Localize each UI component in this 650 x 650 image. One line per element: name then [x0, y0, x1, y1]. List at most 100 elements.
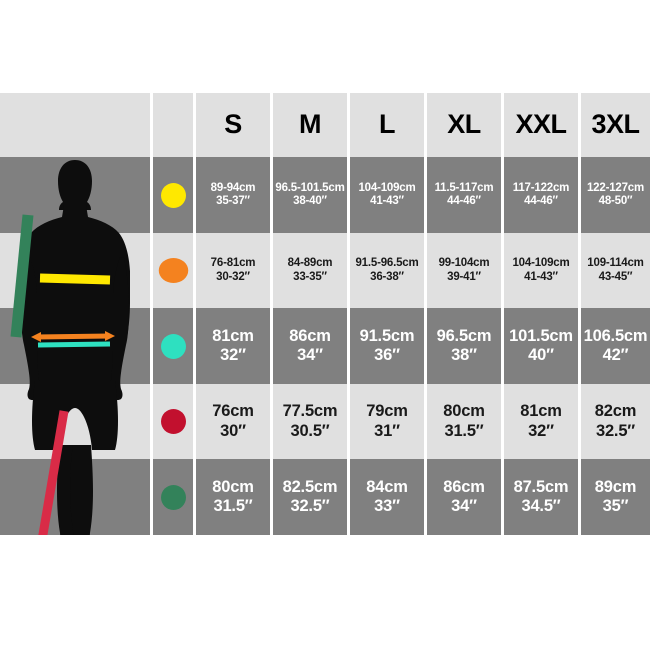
- value-cm: 82.5cm: [282, 477, 338, 496]
- value-inch: 38-40″: [293, 195, 327, 207]
- value-cm: 84-89cm: [287, 257, 333, 270]
- table-cell: 76-81cm 30-32″: [196, 233, 270, 308]
- value-cm: 87.5cm: [513, 477, 569, 496]
- column-header-s: S: [196, 93, 270, 157]
- table-cell: 96.5cm 38″: [427, 308, 501, 384]
- value-cm: 122-127cm: [586, 181, 645, 194]
- value-cm: 96.5cm: [436, 326, 492, 345]
- table-cell: 86cm 34″: [427, 459, 501, 535]
- table-cell: 101.5cm 40″: [504, 308, 578, 384]
- value-cm: 81cm: [212, 326, 254, 345]
- table-cell: 84-89cm 33-35″: [273, 233, 347, 308]
- value-cm: 11.5-117cm: [434, 181, 494, 194]
- value-inch: 32″: [528, 421, 554, 440]
- size-table: S M L XL XXL 3XL 89-94cm 35-37″ 96.5-101.5cm 38-4…: [153, 93, 650, 535]
- body-figure-panel: [0, 93, 150, 535]
- measurement-marker-cell: [153, 384, 193, 459]
- table-cell: 79cm 31″: [350, 384, 424, 459]
- value-inch: 41-43″: [370, 195, 404, 207]
- value-inch: 36-38″: [370, 270, 404, 283]
- value-inch: 48-50″: [598, 195, 633, 207]
- value-inch: 36″: [374, 346, 400, 364]
- table-cell: 104-109cm 41-43″: [504, 233, 578, 308]
- hip-line-marker: [37, 341, 111, 348]
- table-cell: 76cm 30″: [196, 384, 270, 459]
- waist-arrow-marker: [31, 331, 115, 342]
- value-inch: 30.5″: [290, 421, 330, 440]
- table-cell: 91.5cm 36″: [350, 308, 424, 384]
- table-cell: 96.5-101.5cm 38-40″: [273, 157, 347, 233]
- value-cm: 80cm: [443, 402, 485, 421]
- table-cell: 106.5cm 42″: [581, 308, 650, 384]
- value-inch: 34.5″: [521, 497, 561, 515]
- table-cell: 82cm 32.5″: [581, 384, 650, 459]
- value-inch: 34″: [451, 497, 477, 515]
- hip-marker-icon: [160, 333, 186, 359]
- value-cm: 117-122cm: [512, 181, 570, 194]
- size-chart: S M L XL XXL 3XL 89-94cm 35-37″ 96.5-101.5cm 38-4…: [0, 93, 650, 535]
- male-body-silhouette: [10, 160, 130, 535]
- value-inch: 40″: [528, 346, 554, 364]
- table-cell: 89-94cm 35-37″: [196, 157, 270, 233]
- value-cm: 109-114cm: [587, 257, 644, 270]
- measurement-marker-cell: [153, 233, 193, 308]
- measurement-marker-cell: [153, 308, 193, 384]
- value-cm: 76-81cm: [210, 257, 256, 270]
- value-cm: 99-104cm: [438, 257, 490, 270]
- measurement-marker-cell: [153, 459, 193, 535]
- value-cm: 96.5-101.5cm: [275, 181, 345, 194]
- value-inch: 41-43″: [524, 270, 558, 283]
- value-inch: 43-45″: [598, 270, 633, 283]
- column-header-m: M: [273, 93, 347, 157]
- value-cm: 79cm: [366, 402, 408, 421]
- value-inch: 42″: [602, 346, 629, 364]
- sleeve-line-marker: [10, 214, 34, 338]
- column-header-3xl: 3XL: [581, 93, 650, 157]
- column-header-l: L: [350, 93, 424, 157]
- value-inch: 31″: [374, 421, 400, 440]
- value-cm: 81cm: [520, 402, 562, 421]
- value-inch: 38″: [451, 346, 477, 364]
- value-inch: 32.5″: [595, 421, 636, 440]
- value-inch: 39-41″: [447, 270, 481, 283]
- table-cell: 81cm 32″: [196, 308, 270, 384]
- value-cm: 104-109cm: [358, 181, 416, 194]
- value-inch: 35-37″: [216, 195, 250, 207]
- sleeve-marker-icon: [160, 484, 186, 510]
- value-inch: 35″: [602, 497, 629, 515]
- column-header-xxl: XXL: [504, 93, 578, 157]
- table-cell: 104-109cm 41-43″: [350, 157, 424, 233]
- inseam-marker-icon: [160, 409, 186, 434]
- column-header-xl: XL: [427, 93, 501, 157]
- table-cell: 84cm 33″: [350, 459, 424, 535]
- table-cell: 122-127cm 48-50″: [581, 157, 650, 233]
- chest-marker-icon: [160, 182, 186, 208]
- table-cell: 11.5-117cm 44-46″: [427, 157, 501, 233]
- value-cm: 89cm: [594, 477, 637, 496]
- table-cell: 87.5cm 34.5″: [504, 459, 578, 535]
- value-inch: 32.5″: [290, 497, 330, 515]
- waist-marker-icon: [158, 258, 188, 283]
- table-cell: 89cm 35″: [581, 459, 650, 535]
- value-inch: 44-46″: [447, 195, 481, 207]
- value-cm: 86cm: [289, 326, 331, 345]
- value-cm: 104-109cm: [512, 257, 570, 270]
- value-cm: 82cm: [594, 402, 637, 421]
- value-cm: 86cm: [443, 477, 485, 496]
- value-inch: 30-32″: [216, 270, 250, 283]
- value-inch: 31.5″: [444, 421, 484, 440]
- value-inch: 33″: [374, 497, 400, 515]
- inseam-line-marker: [38, 410, 69, 535]
- table-cell: 117-122cm 44-46″: [504, 157, 578, 233]
- value-cm: 91.5-96.5cm: [355, 257, 419, 270]
- value-inch: 30″: [220, 421, 246, 440]
- value-inch: 34″: [297, 346, 323, 364]
- chest-line-marker: [39, 273, 111, 285]
- figure-band-header: [0, 93, 150, 157]
- value-inch: 31.5″: [213, 497, 253, 515]
- value-cm: 91.5cm: [359, 326, 415, 345]
- table-cell: 99-104cm 39-41″: [427, 233, 501, 308]
- value-cm: 77.5cm: [282, 402, 338, 421]
- value-cm: 76cm: [212, 402, 254, 421]
- value-inch: 32″: [220, 346, 246, 364]
